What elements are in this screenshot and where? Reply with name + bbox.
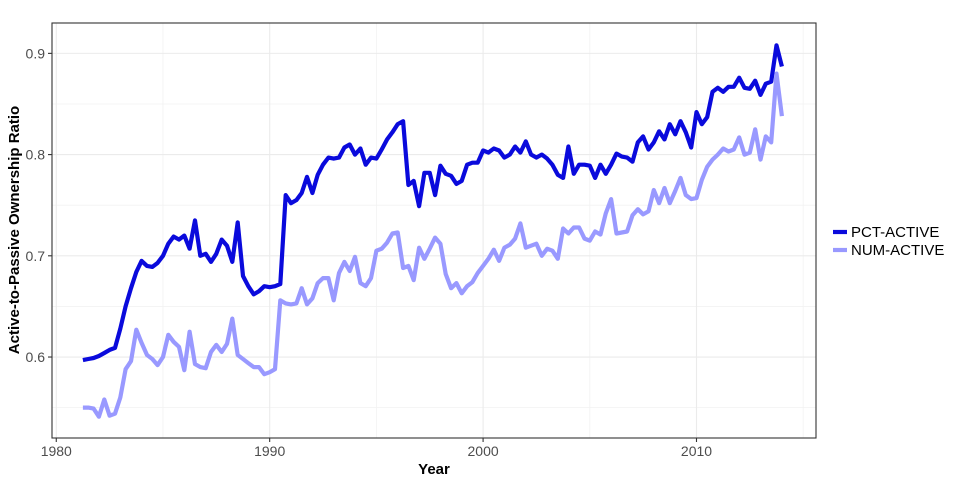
plot-background [52,23,816,438]
y-tick-label: 0.8 [26,147,46,163]
x-tick-label: 2000 [468,443,499,459]
series-line-num-active [82,71,784,419]
x-tick-label: 1980 [41,443,72,459]
y-tick-label: 0.7 [26,248,46,264]
series-lines [82,43,784,419]
legend-label-pct-active: PCT-ACTIVE [851,224,939,241]
series-line-pct-active [82,43,784,363]
major-gridlines [52,23,816,438]
x-tick-label: 1990 [254,443,285,459]
x-axis-title: Year [418,461,450,478]
y-axis-title: Active-to-Passive Ownership Ratio [6,106,23,354]
y-axis-ticks: 0.6 0.7 0.8 0.9 [26,45,52,365]
x-axis-ticks: 1980 1990 2000 2010 [41,438,712,459]
legend-label-num-active: NUM-ACTIVE [851,242,944,259]
plot-border [51,22,817,439]
y-tick-label: 0.9 [26,45,46,61]
y-tick-label: 0.6 [26,349,46,365]
x-tick-label: 2010 [681,443,712,459]
minor-gridlines [52,23,816,438]
